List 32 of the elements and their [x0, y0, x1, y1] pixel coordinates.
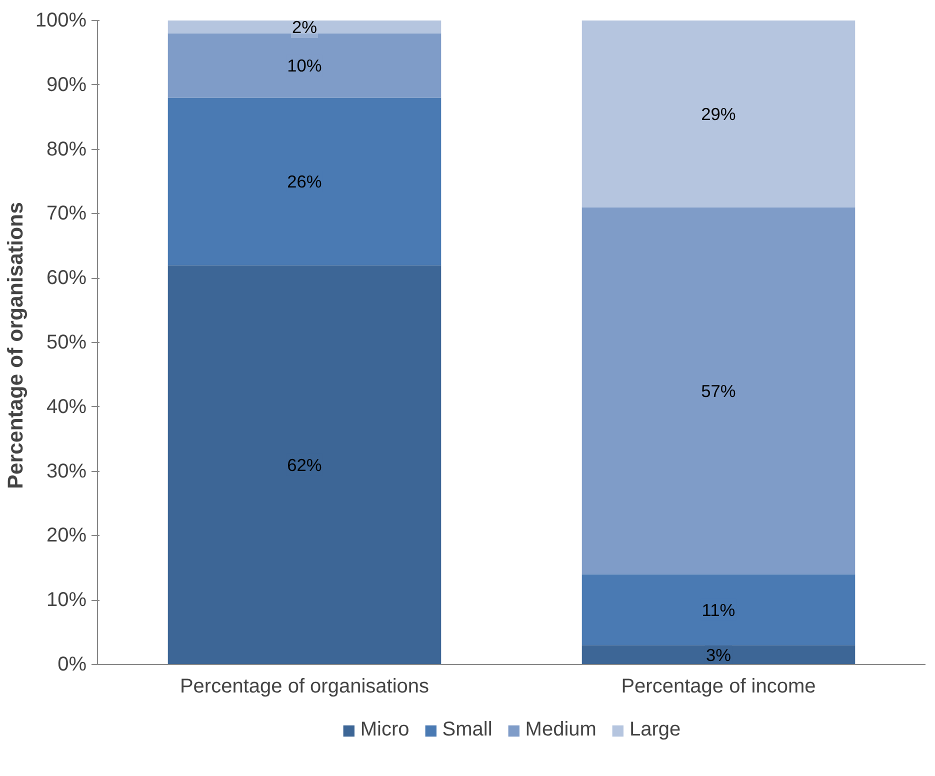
data-label: 57%	[701, 380, 736, 401]
y-tick-label: 80%	[46, 138, 87, 160]
legend-label: Large	[629, 718, 681, 742]
y-tick-label: 20%	[46, 524, 87, 547]
bar	[168, 98, 442, 266]
y-tick-label: 0%	[58, 654, 87, 676]
bar	[168, 265, 442, 664]
y-tick-label: 60%	[46, 267, 87, 290]
bar	[582, 20, 856, 208]
y-tick-label: 70%	[46, 202, 87, 225]
legend-label: Small	[442, 718, 492, 742]
data-label: 11%	[702, 600, 736, 620]
y-axis-title: Percentage of organisations	[3, 202, 28, 489]
data-label: 10%	[287, 56, 322, 76]
bar	[168, 33, 442, 98]
x-tick-label: Percentage of income	[621, 676, 816, 698]
bar	[582, 645, 856, 664]
data-label: 3%	[706, 644, 732, 665]
data-label: 62%	[287, 454, 322, 475]
legend-label: Micro	[360, 718, 410, 742]
data-label: 2%	[292, 16, 318, 37]
y-tick-label: 10%	[46, 589, 87, 612]
bar	[582, 207, 856, 574]
y-tick-label: 50%	[46, 332, 87, 354]
bar	[582, 574, 856, 646]
y-tick-label: 40%	[46, 396, 87, 418]
y-tick-label: 90%	[46, 74, 87, 96]
y-tick-label: 30%	[46, 460, 87, 482]
y-tick-label: 100%	[35, 10, 87, 32]
legend-label: Medium	[525, 718, 596, 742]
data-label: 26%	[287, 172, 322, 192]
data-label: 29%	[701, 104, 736, 124]
